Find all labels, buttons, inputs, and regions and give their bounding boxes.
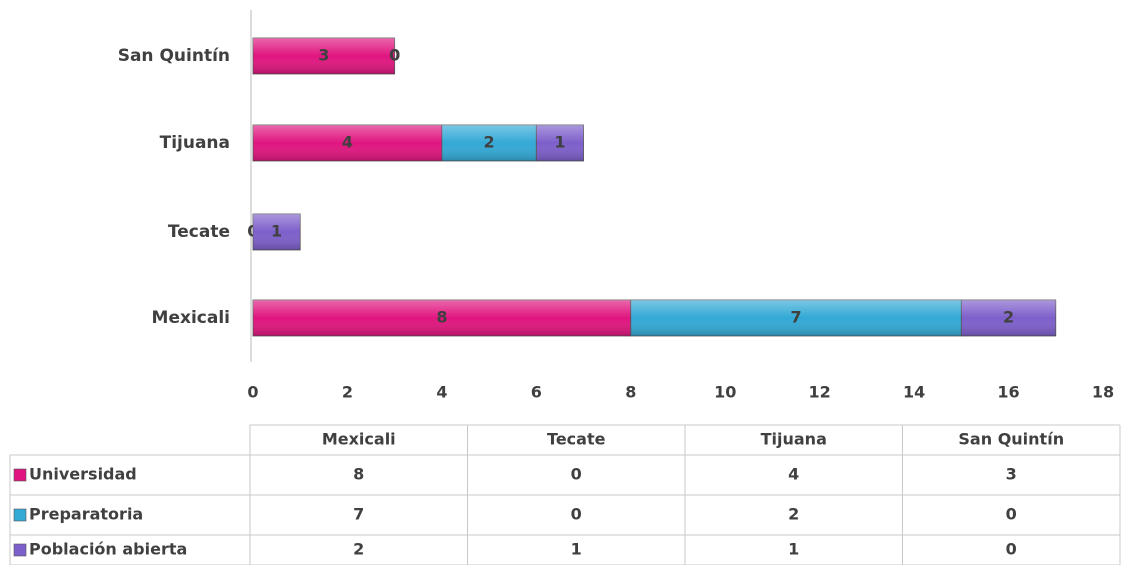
table-cell: 0: [571, 465, 582, 484]
bar-shade: [253, 38, 395, 74]
bar-shade: [253, 214, 301, 250]
data-label: 3: [318, 46, 329, 65]
bar-shade: [630, 300, 962, 336]
table-cell: 1: [571, 540, 582, 559]
x-tick-label: 6: [531, 383, 542, 402]
table-cell: 0: [1006, 505, 1017, 524]
table-header: Tijuana: [761, 430, 827, 449]
data-label: 8: [436, 308, 447, 327]
legend-key: [13, 508, 27, 522]
legend-label: Universidad: [29, 465, 137, 484]
x-tick-label: 18: [1092, 383, 1114, 402]
legend-key: [13, 468, 27, 482]
data-label: 0: [389, 46, 400, 65]
data-label: 2: [1003, 308, 1014, 327]
bar-shade: [536, 125, 584, 161]
x-tick-label: 0: [247, 383, 258, 402]
data-label: 4: [342, 133, 353, 152]
category-label: Tijuana: [160, 133, 230, 153]
x-tick-label: 4: [436, 383, 447, 402]
x-tick-label: 10: [714, 383, 736, 402]
table-cell: 2: [353, 540, 364, 559]
bar-shade: [253, 300, 631, 336]
table-header: San Quintín: [958, 430, 1064, 449]
data-label: 1: [271, 222, 282, 241]
table-cell: 8: [353, 465, 364, 484]
category-label: Tecate: [168, 222, 230, 242]
category-label: San Quintín: [118, 46, 230, 66]
bar-shade: [441, 125, 537, 161]
legend-label: Preparatoria: [29, 505, 143, 524]
table-cell: 2: [788, 505, 799, 524]
x-tick-label: 12: [809, 383, 831, 402]
table-cell: 0: [571, 505, 582, 524]
x-tick-label: 14: [903, 383, 925, 402]
legend-label: Población abierta: [29, 540, 187, 559]
x-tick-label: 16: [997, 383, 1019, 402]
table-header: Tecate: [547, 430, 606, 449]
table-cell: 7: [353, 505, 364, 524]
data-label: 0: [389, 46, 400, 65]
table-cell: 1: [788, 540, 799, 559]
legend-key: [13, 543, 27, 557]
data-label: 2: [484, 133, 495, 152]
table-cell: 3: [1006, 465, 1017, 484]
table-cell: 4: [788, 465, 799, 484]
category-label: Mexicali: [152, 308, 230, 328]
table-header: Mexicali: [322, 430, 396, 449]
bar-shade: [961, 300, 1056, 336]
data-label: 1: [554, 133, 565, 152]
bar-shade: [253, 125, 442, 161]
x-tick-label: 8: [625, 383, 636, 402]
data-label: 7: [790, 308, 801, 327]
x-tick-label: 2: [342, 383, 353, 402]
table-cell: 0: [1006, 540, 1017, 559]
